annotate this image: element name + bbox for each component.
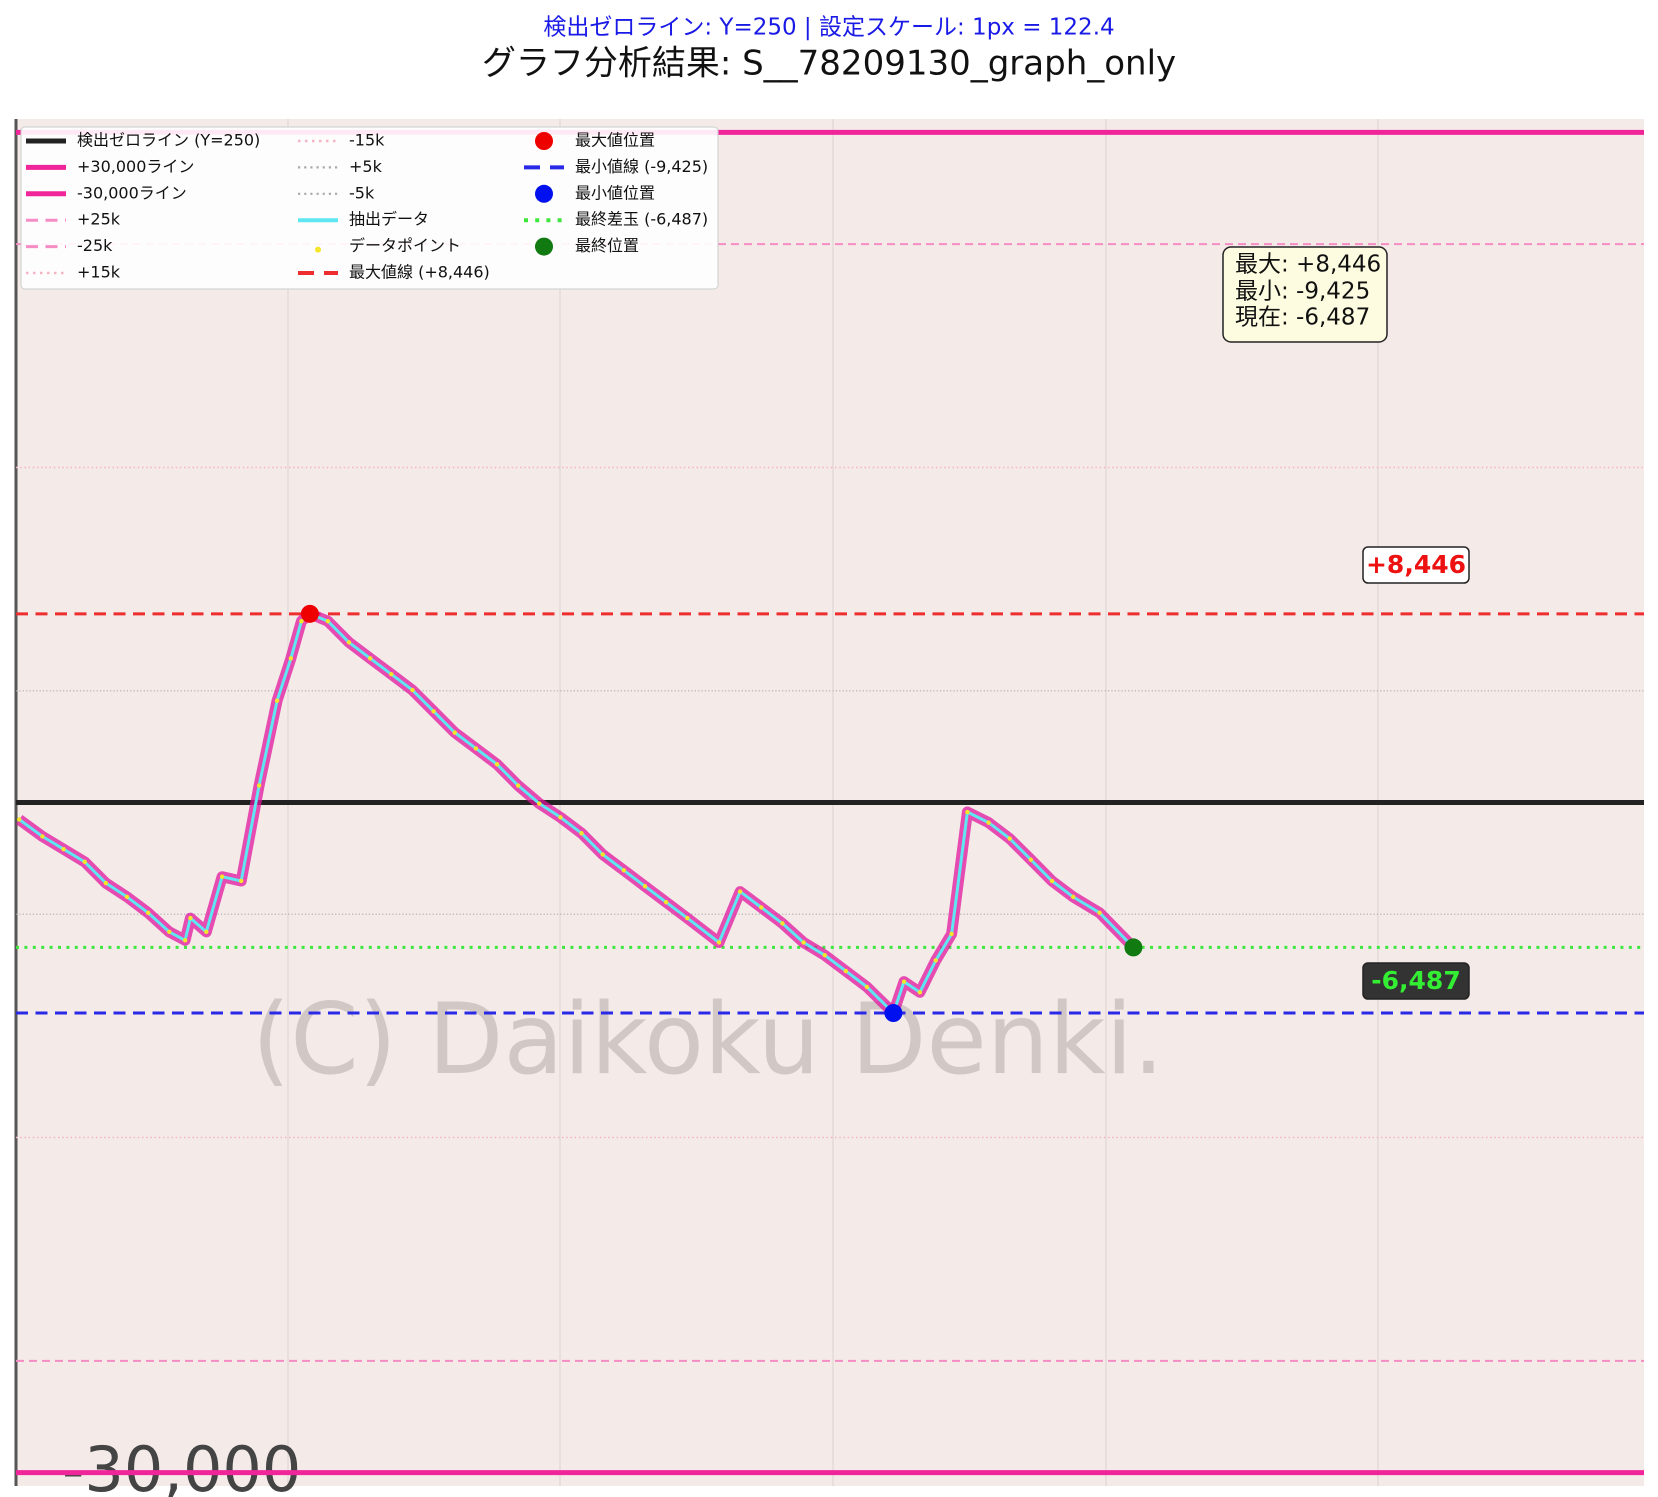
chart-subtitle: 検出ゼロライン: Y=250 | 設定スケール: 1px = 122.4 bbox=[543, 15, 1114, 41]
data-point bbox=[204, 929, 209, 935]
data-point bbox=[642, 884, 648, 889]
stats-line: 最大: +8,446 bbox=[1235, 252, 1381, 278]
plot bbox=[15, 604, 1143, 1023]
data-point bbox=[145, 910, 151, 915]
data-point bbox=[219, 874, 225, 879]
data-point bbox=[1049, 878, 1055, 884]
annotation-box bbox=[1362, 962, 1470, 1000]
data-point bbox=[494, 762, 500, 767]
legend-label: -5k bbox=[349, 183, 375, 202]
data-point bbox=[737, 889, 743, 894]
data-point bbox=[917, 990, 923, 995]
data-point bbox=[40, 834, 45, 839]
marker bbox=[884, 1004, 903, 1023]
chart-title: グラフ分析結果: S__78209130_graph_only bbox=[482, 44, 1176, 84]
data-point bbox=[822, 952, 827, 958]
data-point bbox=[965, 809, 970, 815]
data-point bbox=[843, 968, 849, 974]
data-point bbox=[288, 656, 294, 661]
legend-label: 最終位置 bbox=[575, 236, 639, 255]
legend-swatch bbox=[535, 132, 553, 150]
stats-box: 最大: +8,446 最小: -9,425 現在: -6,487 bbox=[1222, 246, 1388, 343]
annotation-label: +8,446 bbox=[1366, 550, 1466, 579]
legend-label: +5k bbox=[349, 157, 383, 176]
watermark: (C) Daikoku Denki. bbox=[252, 983, 1164, 1097]
data-point bbox=[182, 938, 188, 943]
data-point bbox=[759, 905, 764, 910]
legend-label: -25k bbox=[77, 236, 113, 255]
data-point bbox=[515, 783, 521, 788]
legend-label: データポイント bbox=[349, 236, 461, 255]
data-point bbox=[1007, 836, 1012, 841]
legend-label: -15k bbox=[349, 131, 385, 150]
data-point bbox=[600, 852, 605, 857]
legend-swatch bbox=[535, 237, 553, 256]
legend-label: 抽出データ bbox=[349, 210, 429, 229]
data-point bbox=[389, 671, 394, 677]
data-point bbox=[256, 783, 262, 788]
data-point bbox=[1097, 910, 1102, 915]
legend-swatch bbox=[535, 184, 553, 203]
stats-line: 現在: -6,487 bbox=[1235, 305, 1370, 331]
data-point bbox=[949, 931, 954, 937]
data-point bbox=[167, 929, 172, 935]
legend-label: -30,000ライン bbox=[77, 183, 187, 202]
data-point bbox=[188, 915, 193, 921]
data-point bbox=[325, 618, 331, 624]
marker bbox=[300, 604, 319, 623]
annotations: +8,446 -6,487 bbox=[1362, 546, 1470, 1000]
data-point bbox=[124, 894, 130, 900]
data-point bbox=[1070, 894, 1076, 900]
legend-label: +15k bbox=[77, 263, 121, 282]
data-point bbox=[367, 656, 373, 661]
marker bbox=[1124, 938, 1143, 957]
stats-box-frame bbox=[1222, 246, 1388, 343]
data-point bbox=[716, 940, 722, 945]
legend-label: 最大値線 (+8,446) bbox=[349, 263, 490, 282]
annotation-label: -6,487 bbox=[1371, 966, 1460, 995]
data-point bbox=[663, 899, 669, 905]
data-point bbox=[558, 815, 563, 820]
data-point bbox=[537, 801, 542, 806]
legend-label: 最大値位置 bbox=[575, 131, 655, 150]
data-point bbox=[346, 640, 352, 645]
data-point bbox=[61, 846, 66, 852]
legend: 検出ゼロライン (Y=250) +30,000ライン -30,000ライン +25k -… bbox=[20, 126, 719, 290]
stats-line: 最小: -9,425 bbox=[1235, 279, 1370, 305]
data-point bbox=[410, 687, 415, 693]
data-point bbox=[621, 868, 627, 873]
data-point bbox=[473, 746, 479, 751]
data-point bbox=[685, 915, 690, 921]
data-point bbox=[901, 979, 907, 984]
background-label: -30,000 bbox=[62, 1433, 301, 1497]
legend-label: 最小値位置 bbox=[575, 183, 655, 202]
data-point bbox=[431, 709, 436, 714]
data-point bbox=[299, 618, 304, 624]
legend-label: 最小値線 (-9,425) bbox=[575, 157, 708, 176]
legend-label: 検出ゼロライン (Y=250) bbox=[77, 131, 260, 150]
data-point bbox=[16, 817, 22, 822]
legend-label: +30,000ライン bbox=[77, 157, 194, 176]
data-point bbox=[452, 730, 457, 735]
legend-swatch bbox=[315, 246, 321, 253]
data-point bbox=[238, 878, 244, 884]
data-point bbox=[780, 921, 785, 926]
data-point bbox=[103, 880, 109, 886]
data-point bbox=[82, 859, 87, 865]
legend-label: 最終差玉 (-6,487) bbox=[575, 210, 708, 229]
data-point bbox=[864, 984, 870, 990]
data-point bbox=[1028, 857, 1034, 862]
data-point bbox=[579, 831, 584, 836]
data-point bbox=[933, 958, 938, 963]
data-point bbox=[274, 698, 280, 703]
annotation-box bbox=[1362, 546, 1470, 584]
legend-label: +25k bbox=[77, 210, 121, 229]
data-point bbox=[986, 820, 991, 825]
data-point bbox=[801, 940, 806, 945]
